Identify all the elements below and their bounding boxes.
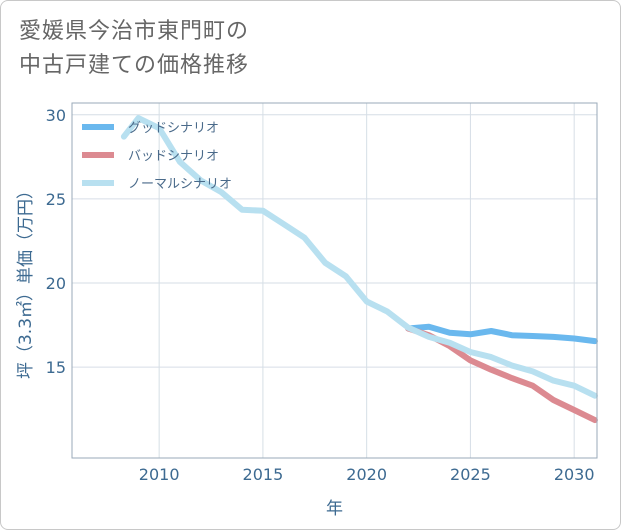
title-line-1: 愛媛県今治市東門町の [19,19,250,44]
y-tick-label: 25 [46,190,66,209]
y-tick-label: 30 [46,106,66,125]
legend-label-0: グッドシナリオ [128,121,219,136]
x-axis-label: 年 [326,499,343,519]
grid-lines [72,103,597,458]
x-tick-label: 2025 [450,465,491,484]
y-tick-label: 15 [46,358,66,377]
x-tick-label: 2030 [554,465,595,484]
legend-label-1: バッドシナリオ [128,149,219,164]
title-line-2: 中古戸建ての価格推移 [19,53,250,78]
series-line-2 [120,115,598,399]
chart-title: 愛媛県今治市東門町の 中古戸建ての価格推移 [19,15,249,83]
plot-area-frame [71,102,598,459]
y-axis-label: 坪（3.3㎡）単価（万円） [16,182,36,379]
x-tick-label: 2020 [346,465,387,484]
y-tick-label: 20 [46,274,66,293]
series-line-1 [405,325,598,424]
x-tick-label: 2010 [139,465,180,484]
x-tick-label: 2015 [243,465,284,484]
legend-label-2: ノーマルシナリオ [128,177,232,192]
series-lines [120,115,598,424]
series-line-0 [405,323,598,345]
